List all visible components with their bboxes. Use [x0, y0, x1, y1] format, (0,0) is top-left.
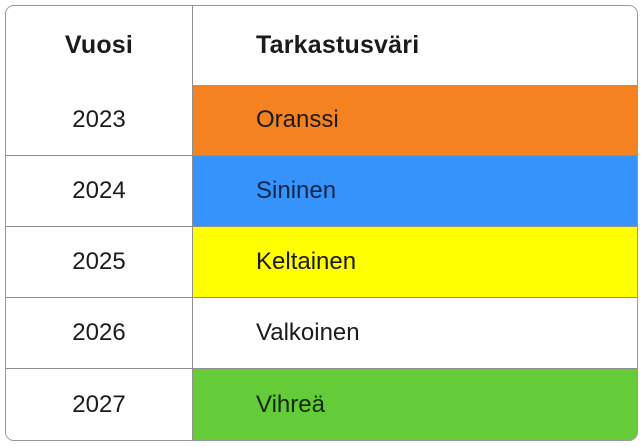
cell-year: 2026	[6, 298, 193, 369]
cell-year: 2025	[6, 227, 193, 298]
table-body: 2023 Oranssi 2024 Sininen 2025 Keltainen…	[6, 85, 637, 440]
cell-inspection-color: Sininen	[193, 156, 637, 227]
cell-year: 2023	[6, 85, 193, 156]
color-table-container: Vuosi Tarkastusväri 2023 Oranssi 2024 Si…	[5, 5, 638, 441]
inspection-color-table: Vuosi Tarkastusväri 2023 Oranssi 2024 Si…	[5, 5, 638, 441]
cell-year: 2027	[6, 369, 193, 440]
table-row: 2024 Sininen	[6, 156, 637, 227]
table-row: 2023 Oranssi	[6, 85, 637, 156]
table-row: 2027 Vihreä	[6, 369, 637, 440]
table-header: Vuosi Tarkastusväri	[6, 6, 637, 85]
column-header-inspection-color: Tarkastusväri	[193, 6, 637, 85]
cell-year: 2024	[6, 156, 193, 227]
cell-inspection-color: Oranssi	[193, 85, 637, 156]
table-row: 2025 Keltainen	[6, 227, 637, 298]
cell-inspection-color: Vihreä	[193, 369, 637, 440]
table-header-row: Vuosi Tarkastusväri	[6, 6, 637, 85]
table-row: 2026 Valkoinen	[6, 298, 637, 369]
column-header-year: Vuosi	[6, 6, 193, 85]
cell-inspection-color: Keltainen	[193, 227, 637, 298]
cell-inspection-color: Valkoinen	[193, 298, 637, 369]
